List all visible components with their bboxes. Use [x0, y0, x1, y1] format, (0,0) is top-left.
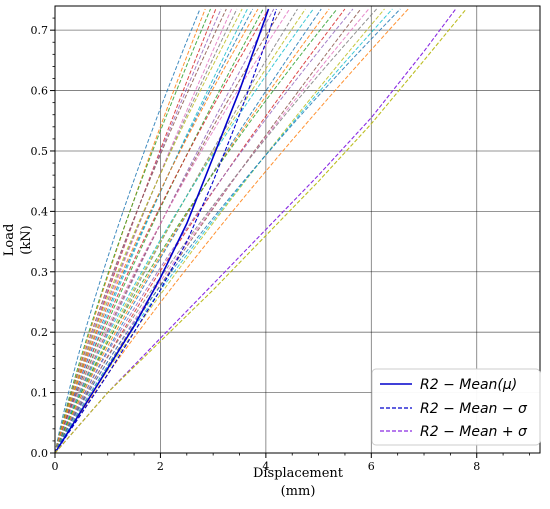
sample-curve	[54, 8, 346, 454]
sample-curve	[54, 8, 314, 454]
sample-curve	[54, 8, 338, 454]
y-tick-label: 0.7	[31, 24, 49, 37]
y-tick-label: 0.2	[31, 326, 49, 339]
x-tick-label: 0	[52, 460, 59, 473]
y-tick-label: 0.0	[31, 447, 49, 460]
sample-curve	[54, 8, 275, 454]
sample-curves-layer	[54, 8, 409, 454]
x-axis-label: Displacement	[253, 466, 344, 481]
sample-curve	[54, 8, 269, 454]
x-tick-label: 4	[262, 460, 269, 473]
series-line-3	[54, 8, 467, 454]
sample-curve	[54, 8, 283, 454]
tick-layer: 0 2 4 6 8 0.0 0.1 0.2 0.3 0.4 0.5 0.6 0.7	[31, 17, 530, 473]
sample-curve	[54, 8, 393, 454]
legend-label-mean: R2 − Mean(μ)	[420, 377, 517, 393]
x-tick-label: 2	[157, 460, 164, 473]
sample-curve	[54, 8, 222, 454]
y-axis-unit: (kN)	[19, 225, 34, 254]
sample-curve	[54, 8, 377, 454]
legend-label-mean-plus-sigma: R2 − Mean + σ	[420, 424, 528, 440]
sample-curve	[54, 8, 259, 454]
y-tick-label: 0.6	[31, 85, 49, 98]
legend-label-mean-minus-sigma: R2 − Mean − σ	[420, 401, 528, 417]
series-layer	[54, 8, 467, 454]
sample-curve	[54, 8, 298, 454]
y-tick-label: 0.4	[31, 205, 49, 218]
y-axis-label: Load	[2, 224, 17, 257]
sample-curve	[54, 8, 330, 454]
sample-curve	[54, 8, 211, 454]
y-axis-label-group: Load	[2, 224, 17, 257]
y-axis-unit-group: (kN)	[19, 225, 34, 254]
sample-curve	[54, 8, 322, 454]
sample-curve	[54, 8, 354, 454]
y-tick-label: 0.3	[31, 266, 49, 279]
legend: R2 − Mean(μ) R2 − Mean − σ R2 − Mean + σ	[371, 368, 541, 446]
sample-curve	[54, 8, 254, 454]
x-tick-label: 6	[368, 460, 375, 473]
y-tick-label: 0.1	[31, 387, 49, 400]
x-tick-label: 8	[473, 460, 480, 473]
y-tick-label: 0.5	[31, 145, 49, 158]
x-axis-unit: (mm)	[281, 484, 316, 499]
series-line-2	[54, 8, 457, 454]
plot-frame	[54, 5, 541, 454]
sample-curve	[54, 8, 238, 454]
sample-curve	[54, 8, 409, 454]
sample-curve	[54, 8, 243, 454]
sample-curve	[54, 8, 201, 454]
series-line-0	[54, 8, 270, 454]
sample-curve	[54, 8, 401, 454]
sample-curve	[54, 8, 227, 454]
legend-box	[371, 368, 541, 446]
